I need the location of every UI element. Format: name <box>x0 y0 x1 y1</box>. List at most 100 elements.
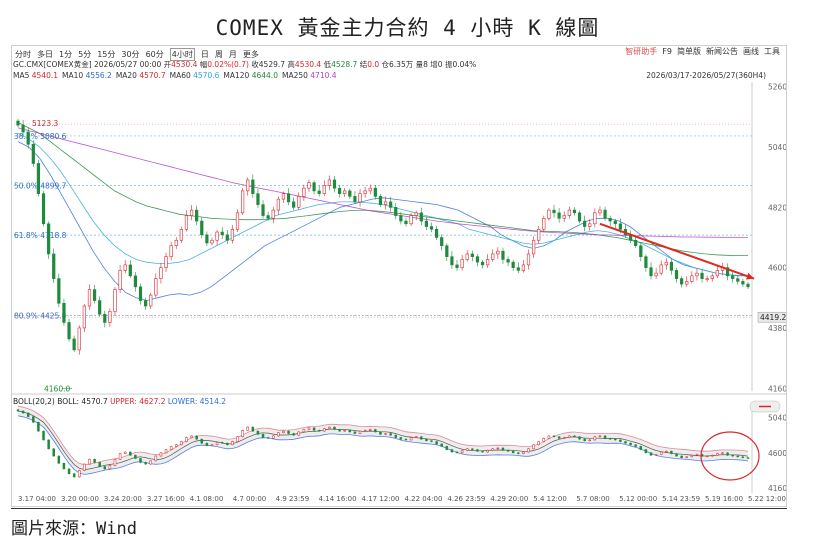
boll-candle-body <box>139 458 142 463</box>
boll-candle-body <box>665 450 668 453</box>
boll-candle-body <box>307 427 311 430</box>
period-tab-7[interactable]: 4小时 <box>169 48 195 61</box>
boll-candle-body <box>312 427 316 431</box>
boll-candle-body <box>450 449 454 453</box>
candle-body <box>271 209 275 219</box>
candle-body <box>547 209 551 219</box>
boll-upper-line <box>17 405 749 466</box>
boll-candle-body <box>287 430 290 434</box>
tool-button-3[interactable]: 新闻公告 <box>706 47 738 56</box>
tool-button-0[interactable]: 智研助手 <box>625 47 658 56</box>
boll-candle-body <box>26 412 30 417</box>
boll-candle-body <box>603 435 607 439</box>
boll-candle-body <box>379 431 382 435</box>
boll-candle-body <box>42 430 45 441</box>
candle-body <box>169 245 173 257</box>
boll-candle-body <box>113 458 117 466</box>
period-tab-9[interactable]: 周 <box>214 50 223 59</box>
period-tab-4[interactable]: 15分 <box>97 50 116 59</box>
boll-candle-body <box>144 462 147 465</box>
boll-candle-body <box>52 448 55 457</box>
period-tab-0[interactable]: 分时 <box>15 50 31 59</box>
quote-info: GC.CMX[COMEX黄金] 2026/05/27 00:00 开4530.4… <box>13 60 477 69</box>
candle-body <box>220 231 224 236</box>
open-value: 4530.4 <box>171 60 198 69</box>
boll-candle-body <box>47 439 50 450</box>
amplitude-value: 0.04% <box>452 60 477 69</box>
candle-body <box>276 198 280 211</box>
boll-candle-body <box>185 437 188 442</box>
boll-candle-body <box>654 454 658 456</box>
volchg-value: 8 <box>423 60 428 69</box>
boll-candle-body <box>108 465 112 470</box>
candle-body <box>521 264 525 271</box>
boll-legend: BOLL(20,2) BOLL: 4570.7 UPPER: 4627.2 LO… <box>13 397 227 406</box>
candle-body <box>378 196 383 205</box>
candle-body <box>414 212 418 216</box>
candle-body <box>460 259 464 268</box>
period-tab-10[interactable]: 月 <box>228 50 237 59</box>
boll-candle-body <box>685 456 688 458</box>
boll-candle-body <box>578 436 581 440</box>
tool-button-4[interactable]: 画线 <box>743 47 759 56</box>
boll-candle-body <box>134 454 137 459</box>
candle-body <box>118 270 122 290</box>
boll-candle-body <box>532 444 535 450</box>
candle-body <box>486 259 490 266</box>
candle-body <box>184 215 189 230</box>
x-tick-label: 3.27 16:00 <box>147 495 185 503</box>
ma-legend-ma10: MA10 4556.2 <box>62 71 112 80</box>
x-tick-label: 4.9 23:59 <box>276 495 310 503</box>
candle-body <box>480 261 485 266</box>
candle-body <box>52 253 56 279</box>
ma-legend-ma5: MA5 4540.1 <box>13 71 59 80</box>
y-tick-label: 4600 <box>768 264 786 273</box>
candle-body <box>82 305 86 329</box>
ma-line-ma120 <box>17 122 748 257</box>
tool-button-1[interactable]: F9 <box>662 47 672 56</box>
boll-band-fill <box>18 406 748 475</box>
source-note: 圖片來源：Wind <box>11 519 137 539</box>
boll-candle-body <box>175 444 178 447</box>
period-tab-11[interactable]: 更多 <box>242 50 259 59</box>
y-tick-label: 5260 <box>768 83 786 92</box>
x-tick-label: 4.26 23:59 <box>447 495 485 503</box>
candle-body <box>230 228 235 241</box>
candle-body <box>200 220 204 236</box>
candle-body <box>455 264 459 268</box>
candle-body <box>552 209 556 214</box>
candle-body <box>429 226 434 230</box>
boll-candle-body <box>547 435 551 439</box>
period-tab-1[interactable]: 多日 <box>37 50 53 59</box>
candle-body <box>639 245 643 257</box>
boll-candle-body <box>440 443 443 447</box>
candle-body <box>353 196 357 203</box>
candle-body <box>562 215 566 219</box>
tool-button-5[interactable]: 工具 <box>764 47 780 56</box>
boll-candle-body <box>511 450 515 454</box>
candle-body <box>281 193 286 200</box>
boll-candle-body <box>726 452 729 456</box>
tool-button-2[interactable]: 简单版 <box>677 47 701 56</box>
period-tab-8[interactable]: 日 <box>200 50 209 59</box>
boll-candle-body <box>256 430 260 435</box>
boll-candle-body <box>190 435 193 438</box>
boll-candle-body <box>78 470 81 478</box>
candle-body <box>409 215 413 225</box>
candle-body <box>195 209 199 222</box>
boll-candle-body <box>741 456 745 458</box>
boll-candle-body <box>323 428 326 432</box>
candle-body <box>383 201 388 205</box>
candle-body <box>31 144 35 164</box>
boll-candle-body <box>608 438 612 440</box>
period-tab-5[interactable]: 30分 <box>121 50 140 59</box>
period-tab-3[interactable]: 5分 <box>78 50 92 59</box>
x-tick-label: 5.7 08:00 <box>576 495 610 503</box>
candle-body <box>715 270 719 277</box>
change-value: 0.02%(0.7) <box>207 60 249 69</box>
candle-body <box>695 272 699 277</box>
period-tab-6[interactable]: 60分 <box>145 50 164 59</box>
boll-candle-body <box>460 450 464 454</box>
boll-candle-body <box>649 452 653 456</box>
period-tab-2[interactable]: 1分 <box>59 50 73 59</box>
